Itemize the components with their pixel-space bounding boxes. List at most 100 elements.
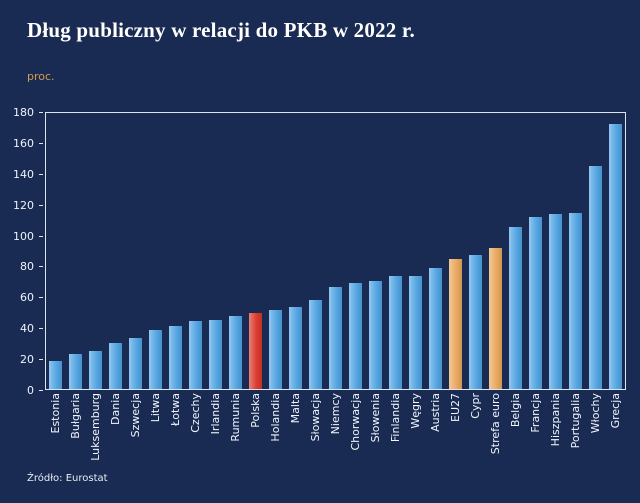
bar (189, 320, 203, 389)
bar-slot (46, 113, 66, 389)
bar-slot (166, 113, 186, 389)
y-tick-label: 40 (20, 322, 34, 336)
x-tick-label: Francja (529, 393, 542, 433)
bar (408, 275, 422, 389)
bar-slot (505, 113, 525, 389)
y-tick-label: 60 (20, 291, 34, 305)
x-tick-label: Finlandia (389, 393, 402, 443)
bar-slot (385, 113, 405, 389)
y-tick-mark (39, 142, 43, 144)
source-note: Źródło: Eurostat (27, 473, 108, 484)
x-slot: Rumunia (226, 393, 246, 475)
bar-slot (366, 113, 386, 389)
x-tick-label: Estonia (49, 393, 62, 434)
bar-slot (146, 113, 166, 389)
bar (588, 165, 602, 389)
y-tick-mark (39, 112, 43, 113)
x-axis: Estonia Bułgaria Luksemburg Dania Szwecja Lit… (46, 393, 626, 475)
bar (269, 310, 283, 389)
x-slot: Luksemburg (86, 393, 106, 475)
bar-slot (206, 113, 226, 389)
y-tick-label: 120 (13, 198, 34, 212)
x-slot: Strefa euro (486, 393, 506, 475)
x-tick-label: Strefa euro (489, 393, 502, 455)
bar-slot (326, 113, 346, 389)
x-slot: Litwa (146, 393, 166, 475)
x-tick-label: EU27 (449, 393, 462, 422)
x-tick-label: Chorwacja (349, 393, 362, 451)
bar-slot (286, 113, 306, 389)
x-tick-label: Czechy (189, 393, 202, 433)
bar (49, 360, 63, 389)
x-tick-label: Hiszpania (549, 393, 562, 447)
y-tick-mark (39, 235, 43, 237)
y-tick-mark (39, 328, 43, 330)
y-tick-mark (39, 390, 43, 391)
y-tick-mark (39, 204, 43, 206)
bar (349, 283, 363, 389)
plot-area (45, 112, 626, 390)
bar (169, 326, 183, 389)
bar-slot (405, 113, 425, 389)
bar (289, 306, 303, 389)
bar (149, 329, 163, 389)
bar-slot (465, 113, 485, 389)
x-tick-label: Malta (289, 393, 302, 424)
x-slot: Cypr (466, 393, 486, 475)
bar (229, 315, 243, 389)
y-tick-label: 140 (13, 167, 34, 181)
bar (69, 353, 83, 389)
bar-slot (306, 113, 326, 389)
bar-slot (545, 113, 565, 389)
bar-slot (66, 113, 86, 389)
bar-slot (266, 113, 286, 389)
x-slot: EU27 (446, 393, 466, 475)
bar-slot (445, 113, 465, 389)
bar (428, 267, 442, 389)
bar-slot (346, 113, 366, 389)
x-tick-label: Cypr (469, 393, 482, 419)
bar (468, 255, 482, 389)
x-slot: Łotwa (166, 393, 186, 475)
x-slot: Irlandia (206, 393, 226, 475)
x-tick-label: Portugalia (569, 393, 582, 449)
x-tick-label: Słowenia (369, 393, 382, 443)
bar-slot (186, 113, 206, 389)
x-tick-label: Holandia (269, 393, 282, 442)
y-tick-mark (39, 297, 43, 299)
x-tick-label: Rumunia (229, 393, 242, 442)
bar-slot (485, 113, 505, 389)
bar (548, 214, 562, 389)
bar-slot (126, 113, 146, 389)
bar-slot (605, 113, 625, 389)
x-slot: Dania (106, 393, 126, 475)
x-tick-label: Węgry (409, 393, 422, 429)
x-tick-label: Bułgaria (69, 393, 82, 439)
y-tick-label: 80 (20, 260, 34, 274)
x-slot: Holandia (266, 393, 286, 475)
x-slot: Chorwacja (346, 393, 366, 475)
y-axis-unit-label: proc. (27, 70, 55, 83)
bar-slot (565, 113, 585, 389)
x-tick-label: Szwecja (129, 393, 142, 438)
x-slot: Słowacja (306, 393, 326, 475)
x-slot: Austria (426, 393, 446, 475)
x-slot: Włochy (586, 393, 606, 475)
x-slot: Szwecja (126, 393, 146, 475)
x-slot: Bułgaria (66, 393, 86, 475)
x-tick-label: Luksemburg (89, 393, 102, 461)
x-tick-label: Włochy (589, 393, 602, 434)
y-tick-mark (39, 359, 43, 361)
x-tick-label: Litwa (149, 393, 162, 423)
y-tick-label: 100 (13, 229, 34, 243)
x-tick-label: Słowacja (309, 393, 322, 442)
bar (368, 281, 382, 389)
bar (488, 247, 502, 389)
y-tick-label: 0 (27, 384, 34, 397)
x-tick-label: Dania (109, 393, 122, 425)
bars (46, 113, 625, 389)
bar (249, 313, 263, 389)
y-tick-label: 180 (13, 106, 34, 119)
x-tick-label: Austria (429, 393, 442, 432)
